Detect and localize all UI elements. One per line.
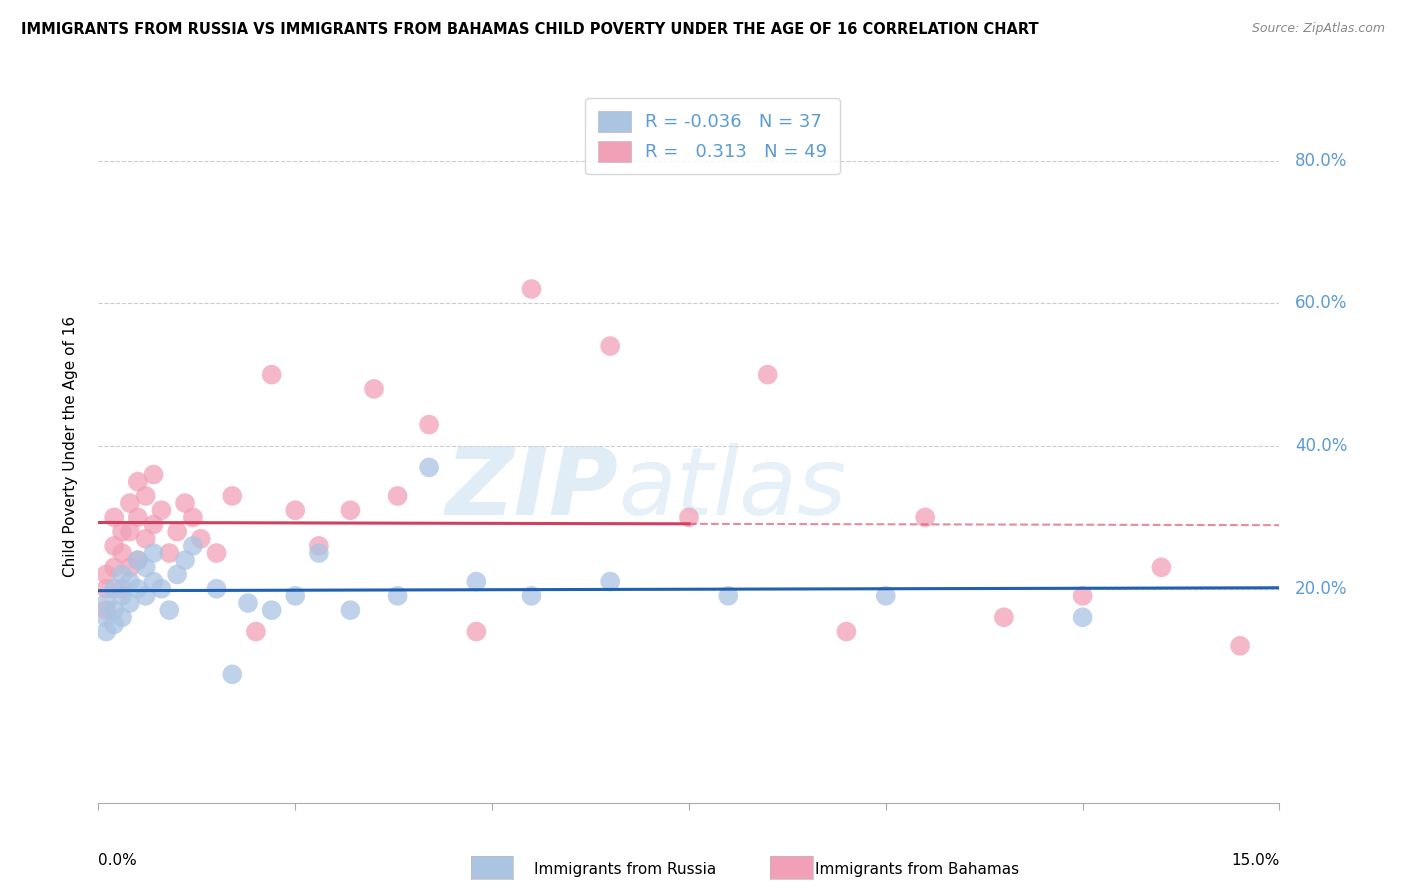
Point	[118, 524, 141, 539]
Point	[520, 282, 543, 296]
Point	[190, 532, 212, 546]
Point	[756, 368, 779, 382]
Point	[157, 603, 180, 617]
Point	[166, 567, 188, 582]
Point	[150, 503, 173, 517]
Point	[103, 603, 125, 617]
Point	[127, 475, 149, 489]
Point	[1071, 610, 1094, 624]
Point	[465, 574, 488, 589]
Point	[387, 489, 409, 503]
Point	[339, 603, 361, 617]
Point	[245, 624, 267, 639]
Point	[111, 567, 134, 582]
Text: 20.0%: 20.0%	[1295, 580, 1348, 598]
Point	[111, 582, 134, 596]
Text: IMMIGRANTS FROM RUSSIA VS IMMIGRANTS FROM BAHAMAS CHILD POVERTY UNDER THE AGE OF: IMMIGRANTS FROM RUSSIA VS IMMIGRANTS FRO…	[21, 22, 1039, 37]
Point	[142, 546, 165, 560]
Point	[103, 582, 125, 596]
Point	[221, 489, 243, 503]
Text: 0.0%: 0.0%	[98, 853, 138, 868]
Text: ZIP: ZIP	[446, 442, 619, 535]
Point	[142, 574, 165, 589]
Point	[1308, 624, 1330, 639]
Point	[103, 510, 125, 524]
Point	[418, 417, 440, 432]
Point	[308, 539, 330, 553]
Legend: R = -0.036   N = 37, R =   0.313   N = 49: R = -0.036 N = 37, R = 0.313 N = 49	[585, 98, 839, 174]
Point	[103, 617, 125, 632]
Point	[157, 546, 180, 560]
Point	[387, 589, 409, 603]
Point	[103, 539, 125, 553]
Point	[127, 553, 149, 567]
Point	[363, 382, 385, 396]
Point	[135, 589, 157, 603]
Point	[174, 553, 197, 567]
Point	[599, 339, 621, 353]
Point	[96, 603, 118, 617]
Text: 80.0%: 80.0%	[1295, 152, 1347, 169]
Text: 15.0%: 15.0%	[1232, 853, 1279, 868]
Point	[118, 496, 141, 510]
Point	[96, 582, 118, 596]
Y-axis label: Child Poverty Under the Age of 16: Child Poverty Under the Age of 16	[63, 316, 77, 576]
Point	[221, 667, 243, 681]
Point	[96, 624, 118, 639]
Point	[1071, 589, 1094, 603]
Point	[111, 546, 134, 560]
Point	[465, 624, 488, 639]
Point	[914, 510, 936, 524]
Point	[142, 517, 165, 532]
Point	[284, 503, 307, 517]
Point	[103, 560, 125, 574]
Point	[181, 510, 204, 524]
Text: Immigrants from Bahamas: Immigrants from Bahamas	[815, 863, 1019, 877]
Point	[339, 503, 361, 517]
Point	[135, 560, 157, 574]
Point	[678, 510, 700, 524]
Point	[127, 582, 149, 596]
Text: Source: ZipAtlas.com: Source: ZipAtlas.com	[1251, 22, 1385, 36]
Point	[118, 596, 141, 610]
Point	[1386, 689, 1406, 703]
Point	[835, 624, 858, 639]
Point	[135, 489, 157, 503]
Point	[236, 596, 259, 610]
Point	[205, 546, 228, 560]
Point	[166, 524, 188, 539]
Point	[111, 524, 134, 539]
Point	[142, 467, 165, 482]
Text: 40.0%: 40.0%	[1295, 437, 1347, 455]
Text: 60.0%: 60.0%	[1295, 294, 1347, 312]
Point	[96, 610, 118, 624]
Point	[599, 574, 621, 589]
Point	[96, 567, 118, 582]
Point	[260, 603, 283, 617]
Point	[96, 596, 118, 610]
Point	[205, 582, 228, 596]
Point	[875, 589, 897, 603]
Point	[1229, 639, 1251, 653]
Point	[118, 574, 141, 589]
Point	[150, 582, 173, 596]
Point	[118, 560, 141, 574]
Point	[181, 539, 204, 553]
Point	[1150, 560, 1173, 574]
Point	[284, 589, 307, 603]
Point	[135, 532, 157, 546]
Point	[111, 589, 134, 603]
Text: atlas: atlas	[619, 443, 846, 534]
Point	[520, 589, 543, 603]
Point	[174, 496, 197, 510]
Point	[993, 610, 1015, 624]
Point	[127, 510, 149, 524]
Point	[717, 589, 740, 603]
Point	[418, 460, 440, 475]
Point	[308, 546, 330, 560]
Point	[111, 610, 134, 624]
Text: Immigrants from Russia: Immigrants from Russia	[534, 863, 717, 877]
Point	[260, 368, 283, 382]
Point	[127, 553, 149, 567]
